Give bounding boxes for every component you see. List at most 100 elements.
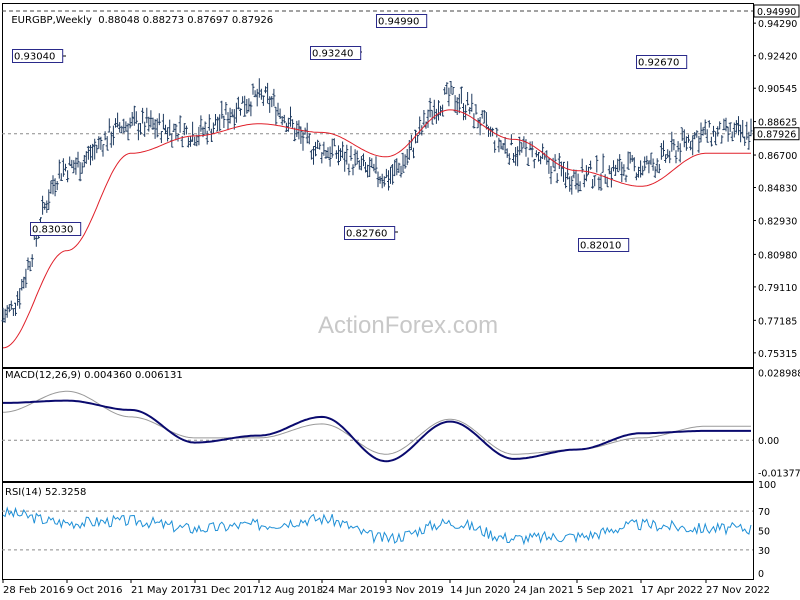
- price-tick-label: 0.94290: [758, 19, 797, 30]
- price-bar: [537, 152, 540, 162]
- price-bar: [634, 172, 638, 181]
- price-bar: [737, 116, 740, 136]
- price-bar: [278, 108, 282, 119]
- price-bar: [68, 156, 72, 166]
- rsi-tick-label: 70: [758, 507, 770, 518]
- price-bar: [151, 117, 155, 130]
- price-bar: [599, 173, 603, 191]
- price-bar: [403, 154, 407, 169]
- price-bar: [276, 102, 280, 116]
- price-bar: [122, 118, 126, 134]
- price-bar: [72, 160, 76, 174]
- price-bar: [118, 122, 122, 133]
- price-bar: [282, 114, 286, 124]
- price-bar: [128, 117, 132, 129]
- price-bar: [99, 136, 103, 150]
- annotation-box: [344, 226, 396, 240]
- price-bar: [739, 124, 743, 143]
- price-bar: [541, 143, 545, 159]
- ma-line: [2, 109, 751, 349]
- price-bar: [578, 181, 582, 192]
- price-bar: [526, 157, 530, 166]
- price-bar: [455, 97, 459, 115]
- price-bar: [643, 156, 647, 171]
- rsi-series-line: [2, 506, 752, 546]
- price-bar: [366, 164, 370, 178]
- price-bar: [426, 109, 430, 128]
- price-bar: [462, 103, 465, 121]
- chart-header: EURGBP,Weekly 0.88048 0.88273 0.87697 0.…: [5, 4, 273, 26]
- price-bar: [589, 160, 593, 170]
- price-bar: [245, 99, 249, 114]
- price-bar: [351, 164, 355, 176]
- price-bar: [728, 122, 732, 132]
- price-bar: [101, 144, 105, 157]
- macd-panel: [2, 368, 754, 482]
- price-bar: [534, 150, 538, 158]
- price-bar: [564, 172, 568, 189]
- price-bar: [257, 78, 261, 98]
- swing-annotation: 0.94990: [376, 14, 428, 28]
- price-bar: [345, 144, 349, 165]
- price-bar: [205, 130, 209, 145]
- price-bar: [339, 148, 342, 161]
- price-bar: [566, 161, 570, 180]
- price-bar: [614, 164, 618, 176]
- symbol-label: EURGBP,Weekly: [11, 15, 92, 26]
- price-bar: [241, 96, 245, 104]
- price-bar: [234, 102, 238, 123]
- current-price-label: 0.87926: [757, 130, 796, 141]
- price-bar: [243, 95, 247, 117]
- price-bar: [207, 114, 211, 131]
- price-bar: [495, 127, 499, 138]
- price-bar: [532, 158, 536, 169]
- price-bar: [70, 159, 74, 169]
- price-tick-label: 0.88625: [758, 118, 797, 129]
- price-bar: [116, 112, 120, 128]
- annotation-box: [12, 49, 64, 63]
- price-bar: [89, 144, 92, 166]
- annotation-label: 0.94990: [378, 17, 419, 28]
- price-bar: [616, 158, 620, 173]
- price-bar: [378, 176, 382, 184]
- price-bar: [334, 150, 338, 159]
- price-bar: [697, 135, 701, 153]
- price-bar: [591, 179, 595, 189]
- price-bar: [136, 123, 140, 141]
- price-bar: [109, 131, 113, 148]
- price-bar: [559, 161, 563, 177]
- price-bar: [682, 129, 686, 148]
- price-bar: [597, 176, 601, 191]
- price-bar: [5, 305, 9, 318]
- price-bar: [343, 151, 347, 172]
- macd-main-line: [3, 399, 751, 463]
- current-price-box: 0.87926: [753, 127, 800, 141]
- rsi-panel: [2, 482, 754, 580]
- price-bar: [405, 149, 409, 166]
- price-bar: [372, 163, 376, 172]
- price-bar: [45, 200, 49, 213]
- price-bar: [476, 118, 480, 129]
- price-bar: [674, 150, 678, 164]
- price-bar: [362, 153, 365, 167]
- price-bar: [641, 165, 645, 176]
- price-bar: [357, 160, 361, 170]
- price-bar: [309, 149, 313, 160]
- price-bar: [582, 174, 586, 188]
- price-bar: [49, 180, 53, 194]
- price-bar: [380, 173, 384, 189]
- price-bar: [182, 123, 186, 136]
- price-bar: [551, 157, 555, 168]
- rsi-label: RSI(14) 52.3258: [5, 487, 87, 498]
- price-bar: [264, 86, 267, 94]
- price-bar: [316, 139, 320, 149]
- price-bar: [472, 113, 476, 129]
- price-bar: [59, 173, 63, 181]
- price-bar: [251, 83, 255, 95]
- x-tick-label: 12 Aug 2018: [259, 585, 323, 596]
- macd-tick-label: -0.013779: [758, 468, 800, 479]
- price-bar: [609, 167, 613, 188]
- price-bar: [705, 129, 709, 143]
- price-bar: [141, 107, 145, 124]
- price-bar: [84, 151, 88, 164]
